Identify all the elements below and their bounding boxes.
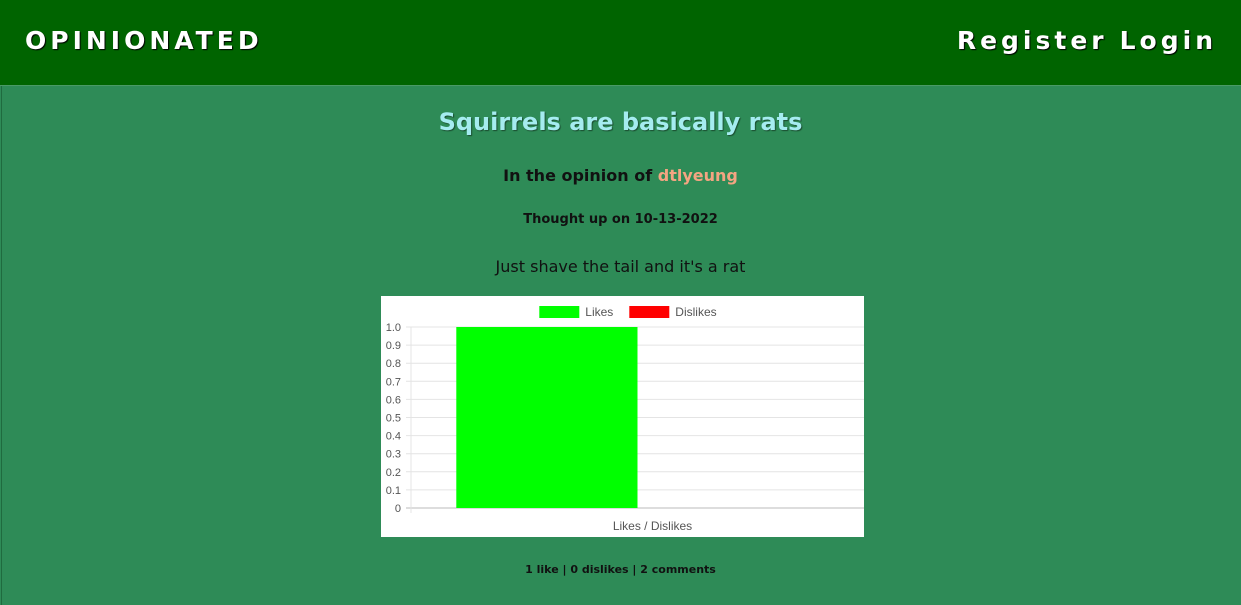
y-tick-label: 0.6 [386, 394, 401, 406]
byline-prefix: In the opinion of [503, 166, 653, 185]
opinion-stats: 1 like | 0 dislikes | 2 comments [525, 563, 716, 576]
legend-swatch-dislikes [629, 306, 670, 318]
x-axis-label: Likes / Dislikes [613, 519, 692, 533]
y-tick-label: 0.8 [386, 358, 401, 370]
y-tick-label: 0.9 [386, 340, 401, 352]
likes-chart: 1.0 0.9 0.8 0.7 0.6 0.5 0.4 0.3 0.2 0.1 0 Likes / D… [381, 296, 864, 537]
opinion-date: Thought up on 10-13-2022 [523, 212, 718, 227]
y-tick-label: 0 [395, 503, 401, 515]
login-link[interactable]: Login [1119, 26, 1217, 55]
brand-logo-link[interactable]: OPINIONATED [25, 26, 263, 55]
y-tick-label: 0.4 [386, 431, 401, 443]
bar-likes [456, 327, 638, 508]
register-link[interactable]: Register [956, 26, 1108, 55]
y-tick-label: 0.7 [386, 376, 401, 388]
y-tick-label: 1.0 [386, 322, 401, 334]
legend-label-dislikes: Dislikes [675, 305, 716, 319]
opinion-byline: In the opinion of dtlyeung [0, 166, 1241, 185]
y-tick-label: 0.5 [386, 413, 401, 425]
opinion-title: Squirrels are basically rats [438, 108, 803, 136]
y-tick-label: 0.2 [386, 467, 401, 479]
legend-swatch-likes [539, 306, 580, 318]
legend-label-likes: Likes [585, 305, 613, 319]
nav-links: Register Login [957, 26, 1217, 55]
opinion-body: Just shave the tail and it's a rat [495, 257, 746, 276]
author-link[interactable]: dtlyeung [657, 166, 738, 185]
likes-chart-svg: 1.0 0.9 0.8 0.7 0.6 0.5 0.4 0.3 0.2 0.1 0 Likes / D… [386, 305, 864, 533]
main-content [1, 86, 1240, 605]
y-tick-label: 0.1 [386, 485, 401, 497]
y-tick-label: 0.3 [386, 449, 401, 461]
top-navbar: OPINIONATED Register Login [0, 0, 1241, 86]
